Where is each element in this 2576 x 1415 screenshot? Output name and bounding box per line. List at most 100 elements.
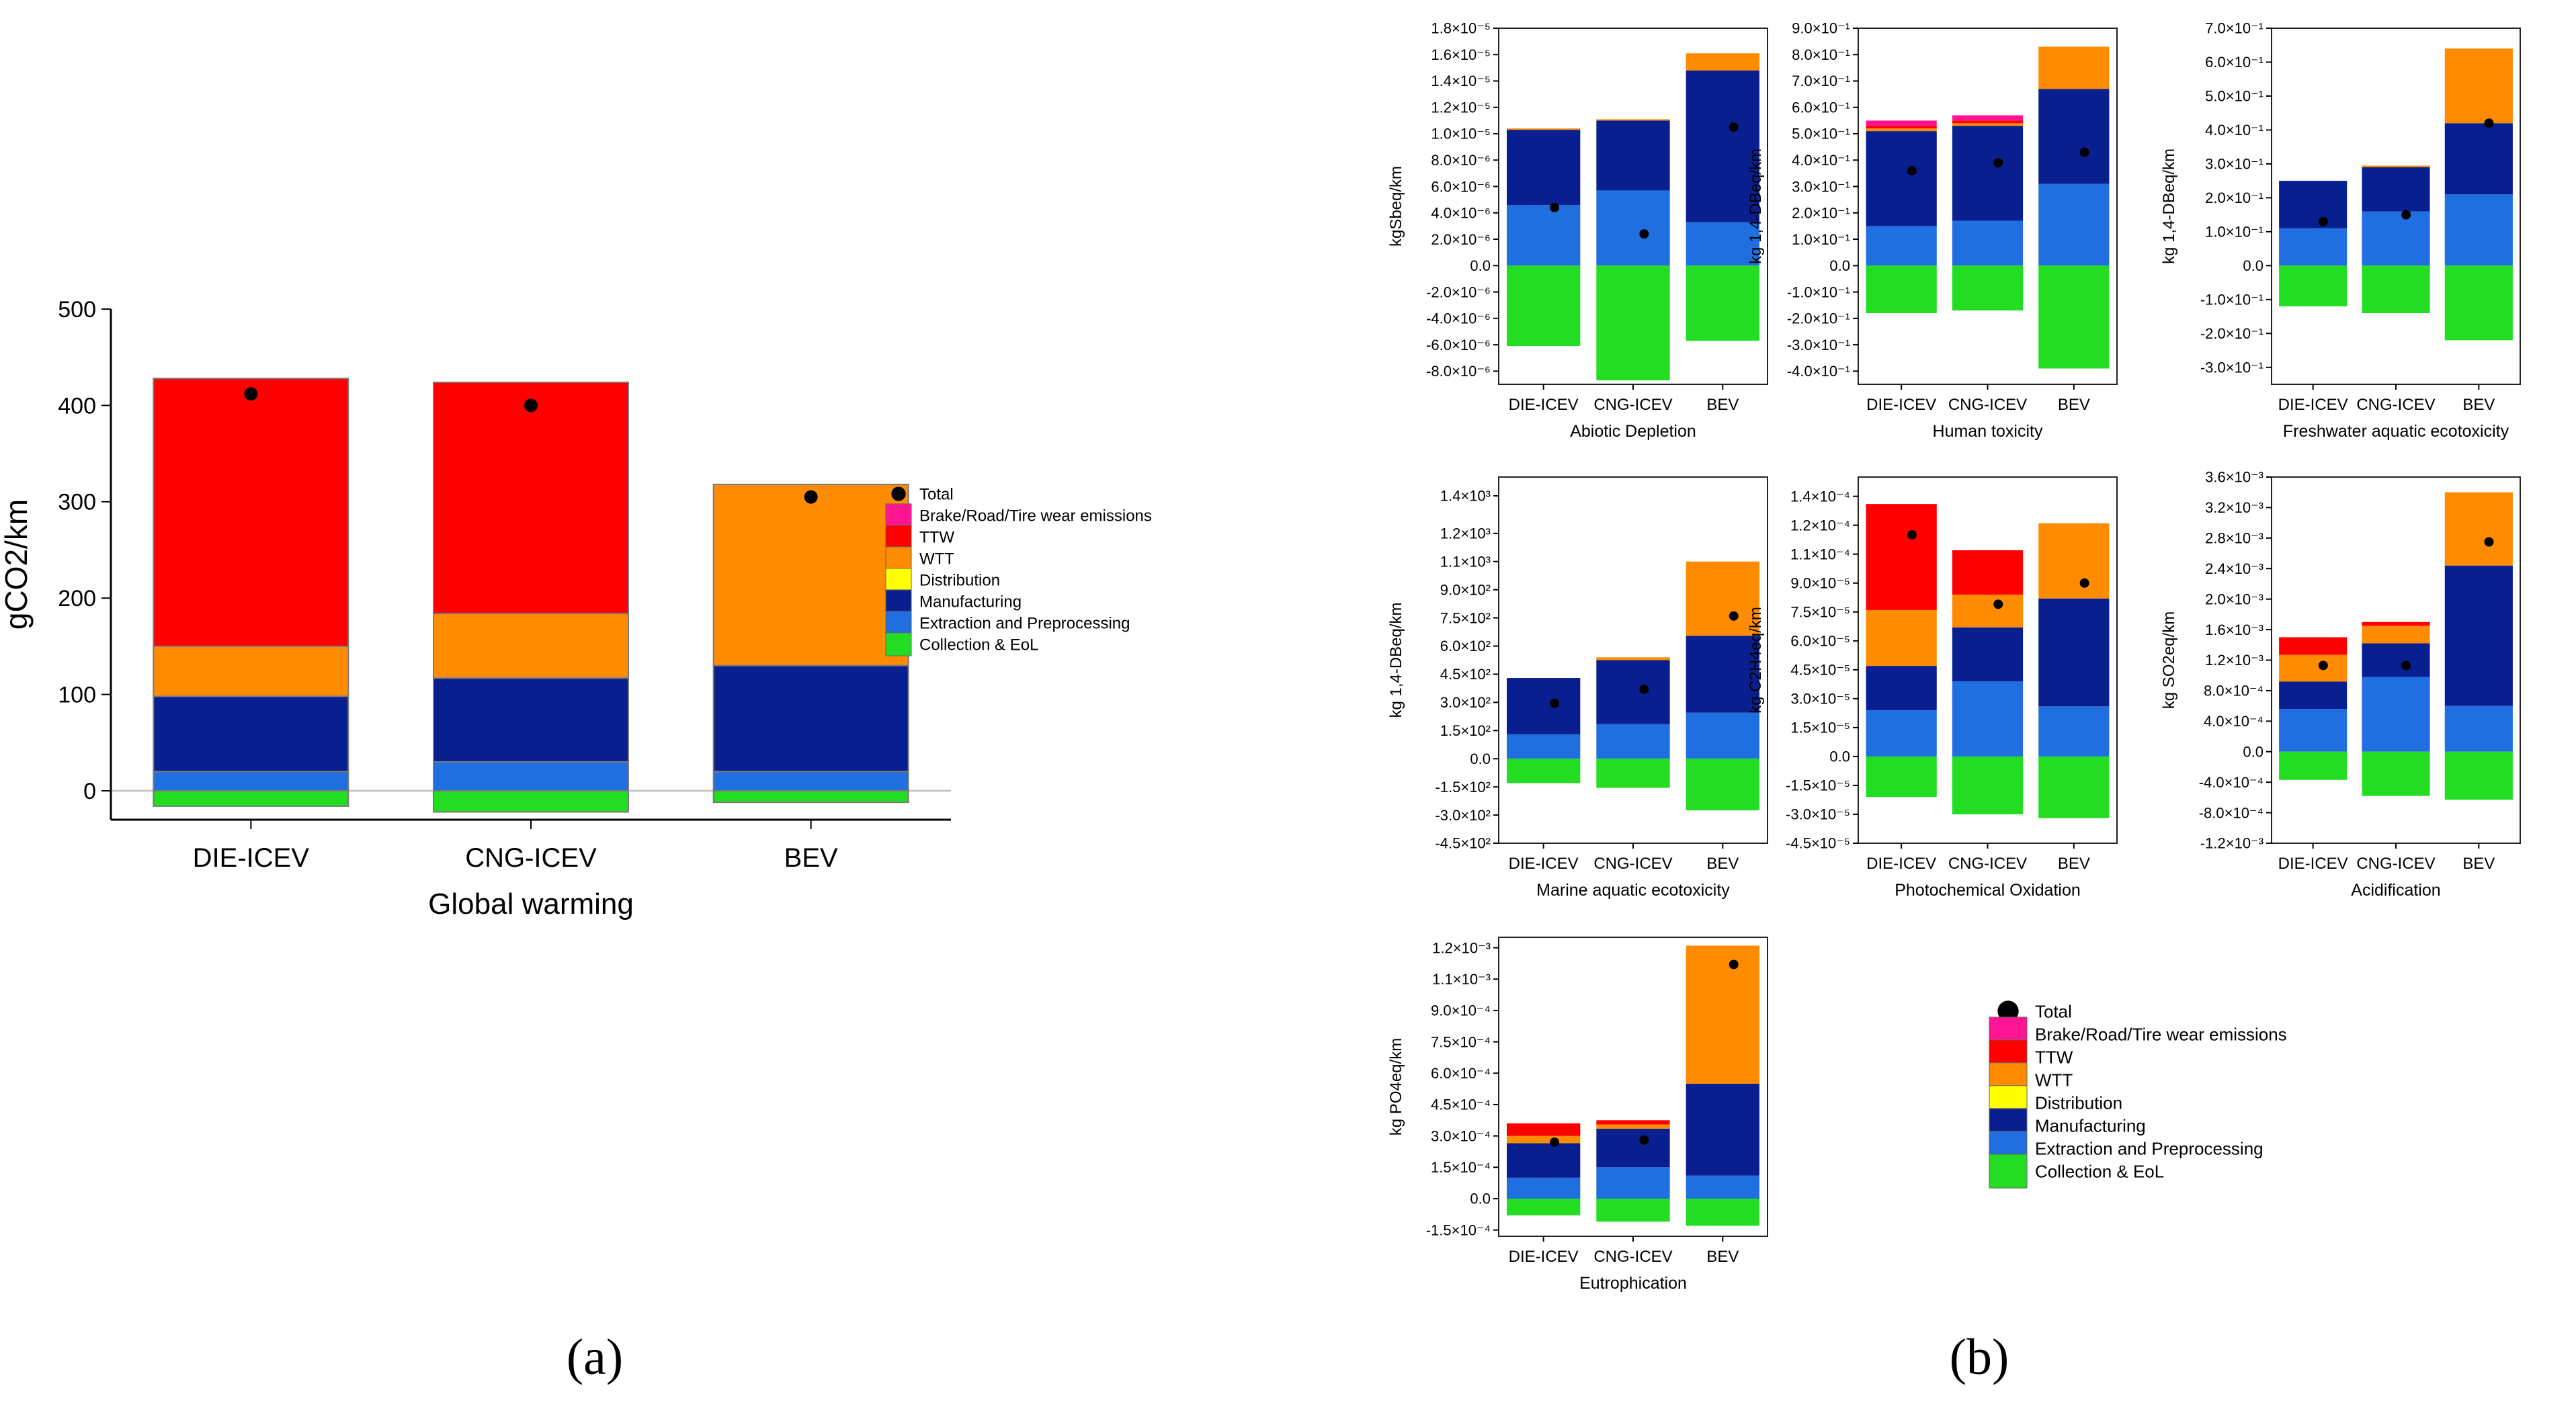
y-tick-label: 0.0 <box>1470 751 1491 767</box>
legend-label-ttw: TTW <box>2035 1047 2073 1067</box>
y-tick-label: -1.5×10² <box>1435 779 1491 796</box>
legend-label-brake: Brake/Road/Tire wear emissions <box>2035 1024 2287 1044</box>
y-tick-label: 1.5×10⁻⁵ <box>1790 720 1850 736</box>
bar-extraction-bev <box>1686 712 1759 759</box>
bar-wtt-bev <box>2038 523 2110 599</box>
y-tick-label: 5.0×10⁻¹ <box>2205 88 2263 105</box>
y-tick-label: -3.0×10⁻⁵ <box>1786 806 1850 823</box>
y-tick-label: -8.0×10⁻⁶ <box>1426 363 1491 380</box>
y-axis-title: kg SO2eq/km <box>2160 611 2178 709</box>
y-tick-label: -4.5×10⁻⁵ <box>1786 835 1850 852</box>
bar-extraction-bev <box>712 771 909 791</box>
bar-manufacturing-die-icev <box>2279 681 2348 710</box>
y-tick-label: 1.2×10³ <box>1440 525 1491 542</box>
total-dot-die-icev <box>2318 216 2328 226</box>
bar-group-die-icev <box>1866 120 1937 313</box>
chart-po: 1.4×10⁻⁴ 1.2×10⁻⁴ 1.1×10⁻⁴ 9.0×10⁻⁵ 7.5×10⁻⁵… <box>1747 476 2118 900</box>
x-tick-label-die-icev: DIE-ICEV <box>2278 855 2348 873</box>
bar-brake-die-icev <box>1866 120 1937 126</box>
y-tick-label: -1.0×10⁻¹ <box>1787 284 1850 300</box>
y-axis-title: gCO2/km <box>0 499 34 630</box>
bar-extraction-bev <box>2038 706 2110 757</box>
bar-group-cng-icev <box>1952 550 2024 814</box>
y-tick-label: 1.1×10⁻³ <box>1432 971 1491 988</box>
y-tick-label: 1.4×10⁻⁴ <box>1790 488 1850 505</box>
y-tick-label: 2.4×10⁻³ <box>2205 560 2263 577</box>
bar-extraction-cng-icev <box>433 761 629 791</box>
legend-swatch-ttw <box>885 525 912 549</box>
bar-group-cng-icev <box>1596 119 1670 381</box>
bar-extraction-cng-icev <box>1952 220 2024 266</box>
bar-extraction-bev <box>2038 183 2110 266</box>
total-dot-bev <box>2079 147 2089 157</box>
bar-eol-bev <box>2444 751 2513 800</box>
y-tick-label: 3.0×10⁻⁴ <box>1431 1127 1491 1144</box>
legend-swatch-total <box>891 486 906 501</box>
y-tick-label: 400 <box>58 393 96 419</box>
legend-swatch-extraction <box>885 611 912 635</box>
y-tick-label: 7.5×10⁻⁴ <box>1431 1033 1491 1050</box>
y-tick-label: 1.2×10⁻⁴ <box>1790 517 1850 533</box>
bar-eol-bev <box>2444 265 2513 341</box>
y-tick-label: 2.0×10⁻³ <box>2205 591 2263 607</box>
legend-item-brake-road-tire-wear-emissions: Brake/Road/Tire wear emissions <box>885 503 1152 527</box>
bar-eol-die-icev <box>1866 756 1937 798</box>
y-tick-label: -8.0×10⁻⁴ <box>2199 804 2263 821</box>
bar-manufacturing-cng-icev <box>1596 120 1670 191</box>
y-tick-label: 200 <box>58 586 96 611</box>
panel-label-b: (b) <box>1950 1329 2009 1385</box>
y-tick-label: 6.0×10⁻¹ <box>2205 54 2263 71</box>
bar-extraction-cng-icev <box>2362 677 2430 752</box>
chart-eu: 1.2×10⁻³ 1.1×10⁻³ 9.0×10⁻⁴ 7.5×10⁻⁴ 6.0×10⁻⁴… <box>1387 937 1768 1293</box>
bar-ttw-cng-icev <box>1952 550 2024 595</box>
bar-group-die-icev <box>2279 637 2348 780</box>
chart-gw: 0 100 200 300 400 500 DIE-ICEV CNG-ICEV BEV Globa… <box>0 297 951 920</box>
y-tick-label: 9.0×10⁻⁴ <box>1431 1002 1491 1019</box>
chart-ad: 1.8×10⁻⁵ 1.6×10⁻⁵ 1.4×10⁻⁵ 1.2×10⁻⁵ 1.0×10⁻⁵… <box>1387 20 1768 441</box>
bar-wtt-bev <box>1686 945 1759 1084</box>
bar-wtt-cng-icev <box>433 613 629 679</box>
legend-a: Total Brake/Road/Tire wear emissions TTW WT… <box>885 486 1152 656</box>
bar-eol-cng-icev <box>1596 265 1670 381</box>
bar-group-bev <box>1686 53 1759 341</box>
bar-manufacturing-die-icev <box>1866 131 1937 226</box>
bar-manufacturing-bev <box>1686 70 1759 222</box>
bar-extraction-die-icev <box>1507 205 1581 266</box>
y-tick-label: -2.0×10⁻¹ <box>1787 310 1850 327</box>
y-tick-label: 1.2×10⁻⁵ <box>1431 99 1491 116</box>
bar-manufacturing-die-icev <box>1866 666 1937 711</box>
total-dot-die-icev <box>2318 660 2328 671</box>
bar-extraction-cng-icev <box>1596 190 1670 266</box>
x-tick-label-die-icev: DIE-ICEV <box>1866 855 1936 873</box>
y-tick-label: 0.0 <box>1470 257 1491 274</box>
bar-manufacturing-bev <box>2444 123 2513 195</box>
bar-wtt-cng-icev <box>1596 1124 1670 1129</box>
y-tick-label: 5.0×10⁻¹ <box>1792 126 1850 142</box>
y-tick-label: 1.4×10⁻⁵ <box>1431 73 1491 89</box>
total-dot-die-icev <box>1907 166 1917 175</box>
bar-ttw-cng-icev <box>433 381 629 615</box>
bar-group-bev <box>1686 945 1759 1226</box>
bar-wtt-die-icev <box>153 645 349 697</box>
bar-manufacturing-bev <box>1686 1083 1759 1176</box>
y-tick-label: 0.0 <box>1470 1191 1491 1207</box>
bar-manufacturing-die-icev <box>1507 678 1581 734</box>
total-dot-cng-icev <box>524 398 538 413</box>
bar-wtt-bev <box>2444 48 2513 124</box>
y-tick-label: 8.0×10⁻⁴ <box>2204 683 2263 699</box>
x-tick-label-cng-icev: CNG-ICEV <box>1593 1248 1672 1266</box>
bar-manufacturing-cng-icev <box>433 677 629 763</box>
x-tick-label-bev: BEV <box>1706 855 1739 873</box>
y-tick-label: 1.4×10³ <box>1440 488 1491 505</box>
legend-b: Total Brake/Road/Tire wear emissions TTW WT… <box>1989 1000 2287 1189</box>
legend-label-eol: Collection & EoL <box>919 636 1038 654</box>
legend-label-eol: Collection & EoL <box>2035 1161 2164 1181</box>
x-tick-label-cng-icev: CNG-ICEV <box>1593 396 1672 414</box>
x-axis-title: Eutrophication <box>1579 1274 1687 1293</box>
y-tick-label: 500 <box>58 297 96 323</box>
x-tick-label-bev: BEV <box>2058 396 2090 414</box>
y-tick-label: -2.0×10⁻⁶ <box>1426 284 1491 300</box>
bar-extraction-die-icev <box>1866 710 1937 757</box>
y-tick-label: 6.0×10⁻¹ <box>1792 99 1850 116</box>
bar-extraction-cng-icev <box>1596 724 1670 759</box>
